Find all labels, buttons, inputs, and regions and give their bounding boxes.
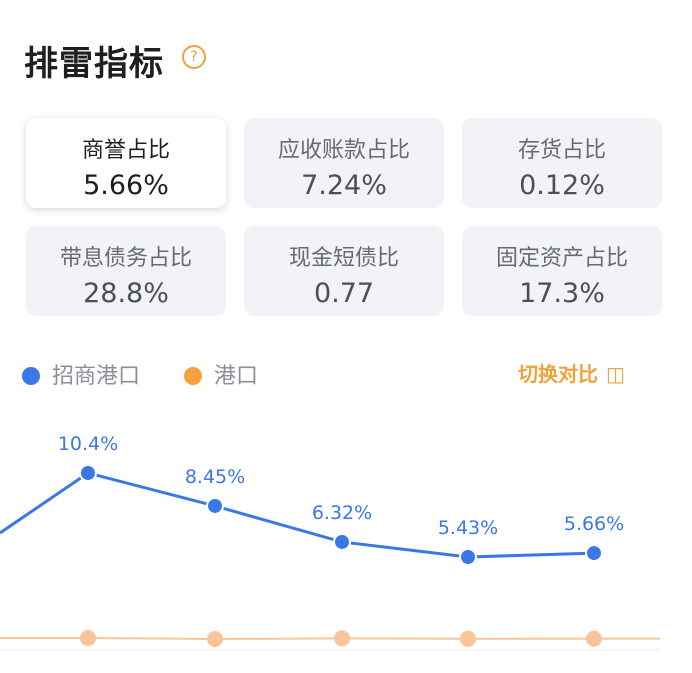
page-title: 排雷指标 — [24, 44, 164, 84]
metric-value: 5.66% — [83, 170, 169, 201]
metric-value: 0.12% — [519, 170, 605, 201]
compare-series-point[interactable] — [334, 630, 350, 647]
split-compare-icon: ◫ — [606, 362, 625, 386]
primary-series-point[interactable] — [585, 544, 603, 563]
compare-series-point[interactable] — [586, 630, 602, 647]
switch-compare-button[interactable]: 切换对比 ◫ — [518, 358, 625, 387]
compare-series-point[interactable] — [80, 630, 96, 646]
primary-series-line — [0, 471, 595, 559]
primary-series-point[interactable] — [459, 548, 477, 566]
legend-dot-orange-icon — [184, 367, 202, 385]
legend-label: 招商港口 — [52, 364, 141, 389]
data-label: 5.66% — [564, 513, 624, 535]
data-label: 6.32% — [312, 502, 372, 524]
metric-value: 7.24% — [301, 170, 387, 201]
metric-card-fixed-assets[interactable]: 固定资产占比 17.3% — [462, 226, 662, 316]
legend-dot-blue-icon — [22, 367, 40, 385]
metric-card-goodwill[interactable]: 商誉占比 5.66% — [26, 118, 226, 208]
metric-card-inventory[interactable]: 存货占比 0.12% — [462, 118, 662, 208]
metric-label: 应收账款占比 — [277, 138, 410, 163]
metric-label: 现金短债比 — [288, 246, 399, 271]
help-icon[interactable]: ? — [182, 45, 206, 69]
metric-label: 存货占比 — [517, 138, 606, 163]
metric-label: 带息债务占比 — [59, 246, 192, 271]
compare-series-point[interactable] — [460, 630, 476, 647]
metric-label: 商誉占比 — [81, 138, 170, 163]
switch-label: 切换对比 — [518, 362, 598, 386]
legend-item-compare: 港口 — [184, 358, 258, 389]
data-label: 10.4% — [58, 433, 118, 455]
metric-card-interest-debt[interactable]: 带息债务占比 28.8% — [26, 226, 226, 316]
metric-card-receivables[interactable]: 应收账款占比 7.24% — [244, 118, 444, 208]
metric-card-cash-short-debt[interactable]: 现金短债比 0.77 — [244, 226, 444, 316]
metric-value: 17.3% — [519, 278, 605, 309]
primary-series-point[interactable] — [79, 464, 97, 482]
data-label: 5.43% — [438, 517, 498, 539]
compare-series-line — [0, 637, 660, 641]
legend-item-primary: 招商港口 — [22, 358, 140, 389]
metric-label: 固定资产占比 — [495, 246, 628, 271]
compare-series-point[interactable] — [207, 631, 223, 647]
data-label: 8.45% — [185, 466, 245, 488]
primary-series-point[interactable] — [333, 532, 351, 551]
metric-value: 0.77 — [313, 278, 375, 309]
primary-series-point[interactable] — [206, 496, 224, 515]
metric-value: 28.8% — [83, 278, 169, 309]
legend-label: 港口 — [214, 364, 259, 389]
